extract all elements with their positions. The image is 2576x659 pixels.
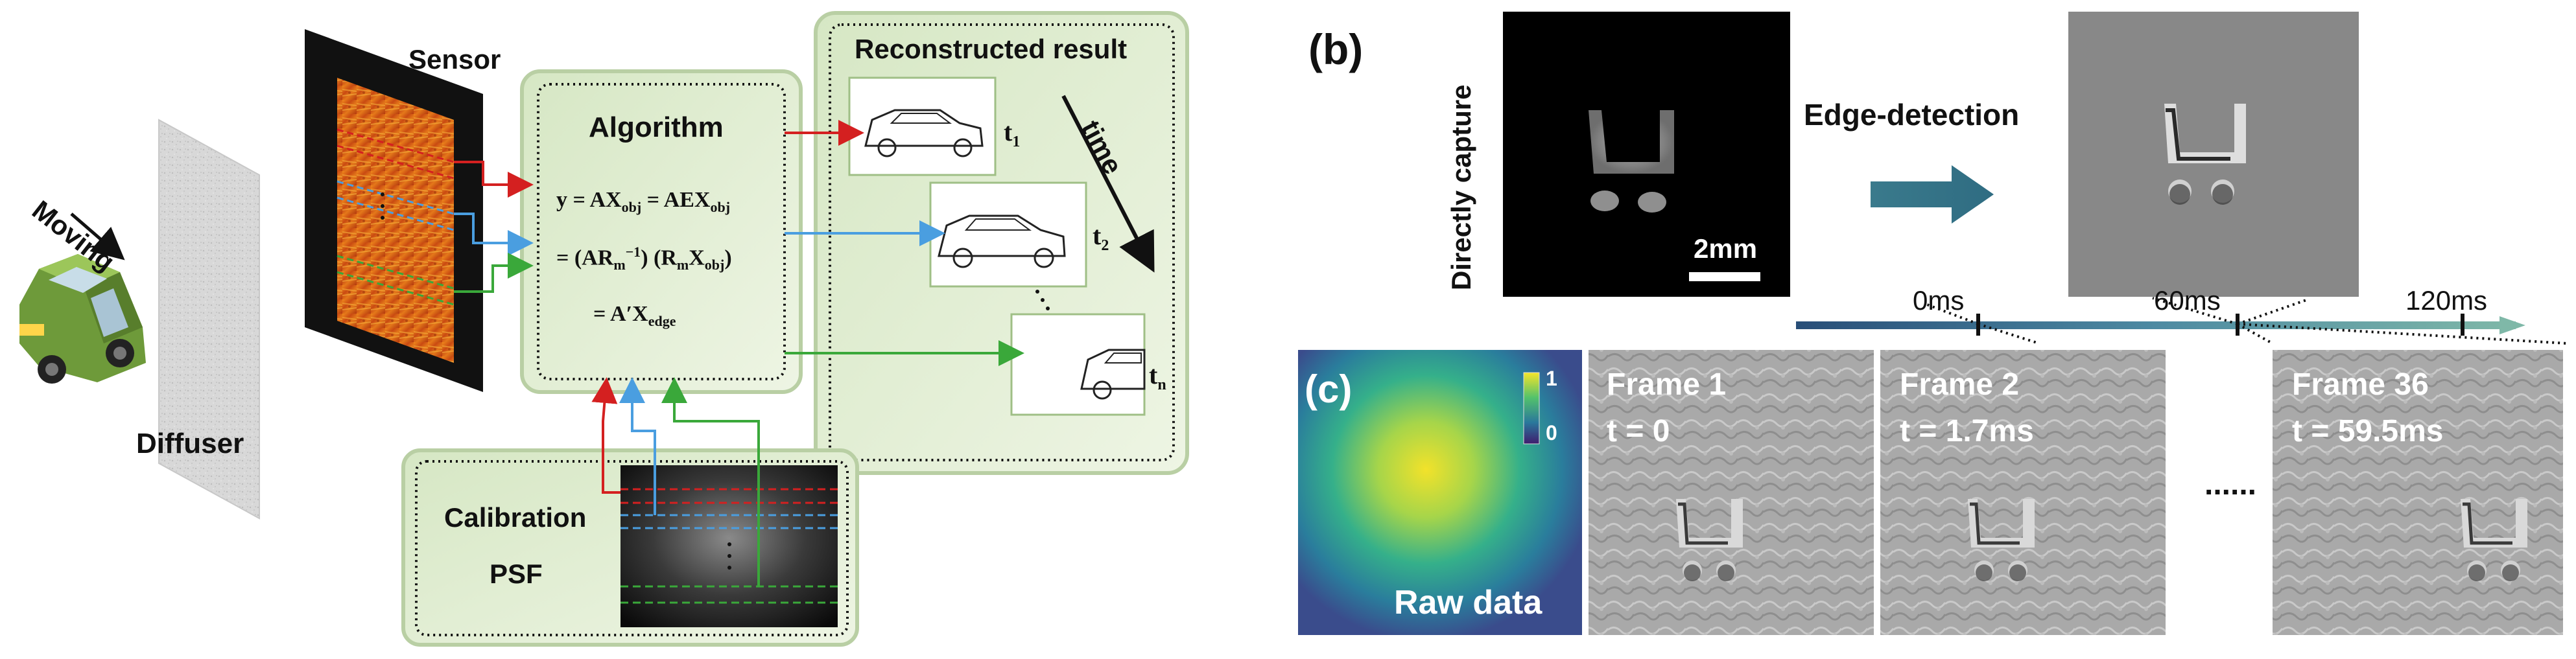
time-arrow — [1061, 95, 1155, 273]
frame-1-image — [1589, 350, 1874, 635]
frame-1-label: Frame 1 — [1607, 367, 1727, 402]
diffuser-label: Diffuser — [136, 428, 244, 459]
frames-ellipsis: ...... — [2204, 467, 2257, 502]
edge-detection-arrow — [1871, 165, 1994, 224]
frame-1-time: t = 0 — [1607, 414, 1670, 448]
moving-arrow — [70, 213, 125, 260]
frame-2-image — [1880, 350, 2166, 635]
edge-detected-image — [2068, 12, 2359, 297]
frame-2-label: Frame 2 — [1900, 367, 2020, 402]
edge-detection-label: Edge-detection — [1804, 98, 2020, 132]
calibration-label: Calibration — [444, 502, 587, 533]
recon-frame-t1 — [848, 76, 997, 176]
panel-b-tag: (b) — [1308, 25, 1364, 73]
frame-36-time: t = 59.5ms — [2292, 414, 2444, 448]
frame-36-image — [2273, 350, 2563, 635]
psf-label: PSF — [490, 559, 543, 589]
directly-capture-label: Directly capture — [1446, 84, 1476, 290]
frame-2-time: t = 1.7ms — [1900, 414, 2034, 448]
timeline-tick-0: 0ms — [1913, 285, 1965, 316]
car-icon — [19, 254, 146, 384]
reconstructed-title: Reconstructed result — [855, 34, 1128, 64]
direct-capture-image — [1503, 12, 1790, 297]
scale-bar-label: 2mm — [1694, 233, 1758, 264]
recon-frame-tn — [1010, 313, 1146, 416]
tn-label: tn — [1149, 360, 1166, 393]
frame-36-label: Frame 36 — [2292, 367, 2429, 402]
equation-line-3: = A′Xedge — [593, 302, 676, 329]
algorithm-title: Algorithm — [589, 111, 724, 143]
timeline-tick-120: 120ms — [2405, 285, 2488, 316]
colorbar-max-label: 1 — [1546, 367, 1557, 390]
psf-image — [620, 465, 838, 627]
equation-line-1: y = AXobj = AEXobj — [556, 188, 731, 215]
scale-bar — [1689, 272, 1760, 281]
raw-data-label: Raw data — [1394, 584, 1542, 621]
colorbar-min-label: 0 — [1546, 421, 1557, 445]
recon-frame-t2 — [929, 181, 1087, 288]
sensor-label: Sensor — [408, 44, 501, 75]
colorbar — [1523, 372, 1540, 445]
sensor — [305, 29, 483, 392]
timeline-tick-60: 60ms — [2154, 285, 2221, 316]
panel-c-tag: (c) — [1305, 367, 1353, 411]
timeline — [1796, 314, 2525, 336]
equation-line-2: = (ARm−1) (RmXobj) — [556, 244, 732, 273]
t2-label: t2 — [1093, 221, 1109, 254]
diffuser — [158, 119, 260, 520]
raw-data-image — [1298, 350, 1582, 635]
t1-label: t1 — [1004, 117, 1021, 150]
